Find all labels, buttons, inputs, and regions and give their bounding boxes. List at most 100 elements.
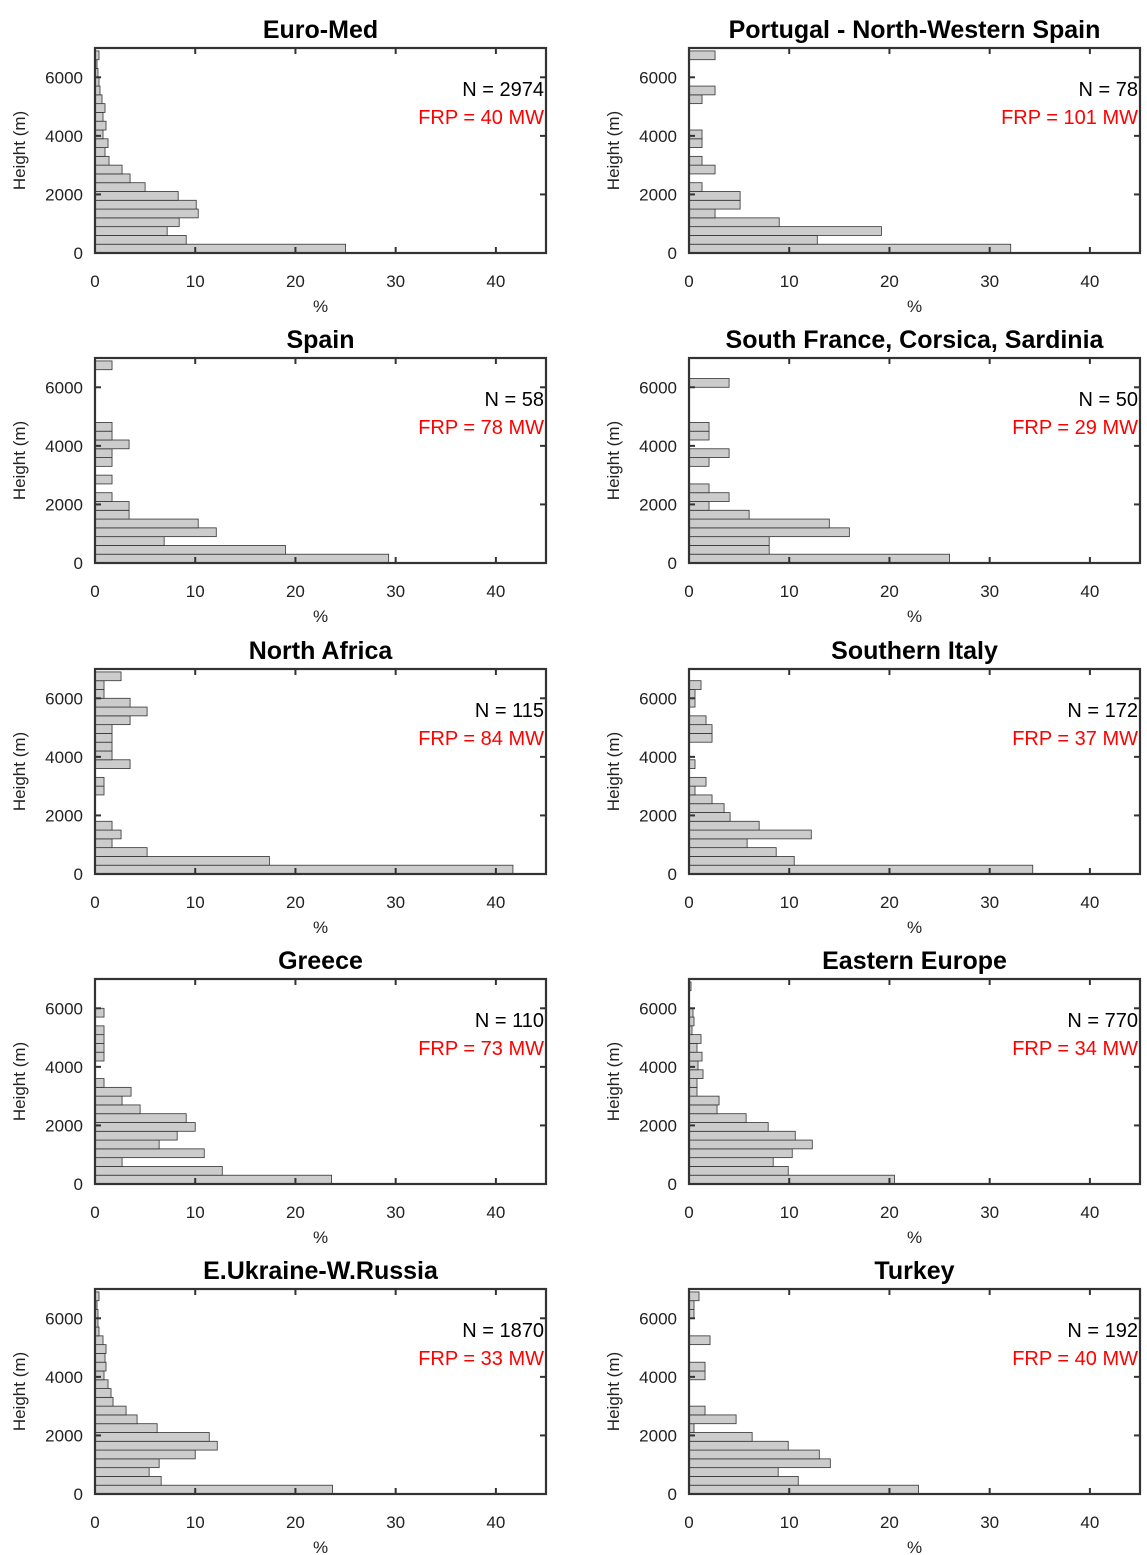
- y-tick-label: 2000: [45, 185, 83, 204]
- histogram-bar: [688, 457, 710, 467]
- histogram-bar: [688, 518, 830, 529]
- panel-north-africa: North Africa 0 10 20 30 40 0 2000 4000 6000% Heigh…: [10, 637, 548, 937]
- x-tick-label: 30: [386, 1203, 405, 1222]
- x-tick-label: 20: [880, 1513, 899, 1532]
- histogram-bar: [688, 536, 770, 546]
- histogram-bar: [688, 191, 741, 201]
- x-tick-label: 0: [684, 893, 693, 912]
- histogram-bar: [688, 129, 703, 140]
- x-tick-label: 40: [486, 1203, 505, 1222]
- y-tick-label: 0: [74, 1485, 83, 1504]
- y-tick-label: 2000: [639, 185, 677, 204]
- histogram-bar: [94, 1440, 218, 1451]
- x-tick-label: 20: [286, 893, 305, 912]
- sample-count-label: N = 1870: [462, 1320, 544, 1342]
- histogram-bar: [94, 680, 105, 690]
- x-tick-label: 10: [186, 1203, 205, 1222]
- panel-title: Eastern Europe: [822, 947, 1007, 975]
- histogram-bar: [688, 1484, 919, 1495]
- x-tick-label: 30: [386, 893, 405, 912]
- y-tick-label: 0: [74, 554, 83, 573]
- panel-title: South France, Corsica, Sardinia: [726, 326, 1105, 354]
- x-axis-label: %: [907, 918, 922, 937]
- histogram-bar: [688, 829, 812, 840]
- histogram-bar: [688, 803, 725, 813]
- histogram-bar: [688, 492, 730, 502]
- histogram-bar: [688, 1467, 779, 1477]
- y-tick-label: 4000: [45, 1368, 83, 1387]
- histogram-bar: [94, 155, 110, 166]
- histogram-bar: [688, 1104, 718, 1115]
- histogram-bar: [94, 724, 113, 734]
- x-tick-label: 30: [980, 582, 999, 601]
- histogram-bar: [688, 208, 716, 219]
- x-tick-label: 20: [880, 582, 899, 601]
- histogram-bar: [94, 1432, 210, 1442]
- histogram-bar: [688, 1060, 699, 1071]
- panel-spain: Spain 0 10 20 30 40 0 2000 4000 6000% Height (m) N …: [10, 326, 548, 626]
- x-tick-label: 40: [1080, 1513, 1099, 1532]
- histogram-bar: [688, 856, 795, 866]
- histogram-bar: [688, 1405, 706, 1416]
- panel-euro-med: Euro-Med 0 10 20 30 40 0 2000 4000 6000% Height (m…: [10, 16, 548, 316]
- histogram-bar: [688, 1122, 769, 1132]
- histogram-bar: [94, 750, 113, 761]
- y-axis-label: Height (m): [604, 111, 623, 190]
- histogram-bar: [688, 820, 760, 831]
- histogram-bar: [688, 864, 1034, 875]
- histogram-bar: [94, 422, 113, 432]
- histogram-bar: [688, 1370, 706, 1381]
- histogram-bar: [94, 706, 148, 717]
- histogram-bar: [688, 1086, 698, 1097]
- y-tick-label: 2000: [639, 1116, 677, 1135]
- histogram-bar: [94, 1484, 333, 1495]
- histogram-bar: [94, 474, 113, 485]
- histogram-bar: [688, 430, 710, 441]
- histogram-bar: [94, 864, 514, 875]
- histogram-bar: [94, 439, 130, 450]
- x-tick-label: 0: [684, 1513, 693, 1532]
- histogram-bar: [688, 182, 703, 192]
- sample-count-label: N = 58: [485, 389, 544, 411]
- x-axis-label: %: [313, 918, 328, 937]
- sample-count-label: N = 770: [1067, 1010, 1138, 1032]
- x-axis-label: %: [313, 1538, 328, 1555]
- histogram-bar: [688, 1335, 711, 1346]
- x-tick-label: 40: [486, 582, 505, 601]
- histogram-bar: [94, 759, 131, 769]
- axes-box: [93, 356, 548, 565]
- frp-label: FRP = 40 MW: [1012, 1348, 1138, 1370]
- panel-eastern-europe: Eastern Europe 0 10 20 30 40 0 2000 4000 6000% Hei…: [604, 947, 1142, 1247]
- x-tick-label: 40: [1080, 272, 1099, 291]
- y-tick-label: 6000: [45, 378, 83, 397]
- x-tick-label: 30: [386, 582, 405, 601]
- histogram-bar: [688, 1034, 702, 1044]
- y-tick-label: 6000: [639, 1309, 677, 1328]
- histogram-bar: [94, 1476, 162, 1486]
- frp-label: FRP = 40 MW: [418, 107, 544, 129]
- histogram-bar: [688, 545, 770, 555]
- histogram-bar: [94, 112, 104, 122]
- sample-count-label: N = 110: [475, 1010, 544, 1032]
- panel-title: North Africa: [249, 637, 394, 665]
- histogram-bar: [94, 1043, 105, 1053]
- histogram-bar: [688, 85, 716, 96]
- x-tick-label: 0: [684, 272, 693, 291]
- panel-turkey: Turkey 0 10 20 30 40 0 2000 4000 6000% Height (m) N…: [604, 1257, 1142, 1555]
- histogram-bar: [688, 1095, 720, 1106]
- y-tick-label: 4000: [639, 127, 677, 146]
- y-tick-label: 6000: [45, 1309, 83, 1328]
- histogram-bar: [94, 235, 187, 245]
- histogram-bar: [94, 457, 113, 467]
- histogram-bar: [688, 1432, 753, 1442]
- y-tick-label: 0: [74, 865, 83, 884]
- histogram-bar: [688, 509, 750, 520]
- histogram-bar: [94, 138, 109, 148]
- sample-count-label: N = 115: [475, 700, 544, 722]
- x-tick-label: 20: [880, 893, 899, 912]
- y-tick-label: 0: [668, 244, 677, 263]
- x-tick-label: 40: [486, 1513, 505, 1532]
- histogram-bar: [94, 208, 199, 219]
- x-tick-label: 0: [90, 1203, 99, 1222]
